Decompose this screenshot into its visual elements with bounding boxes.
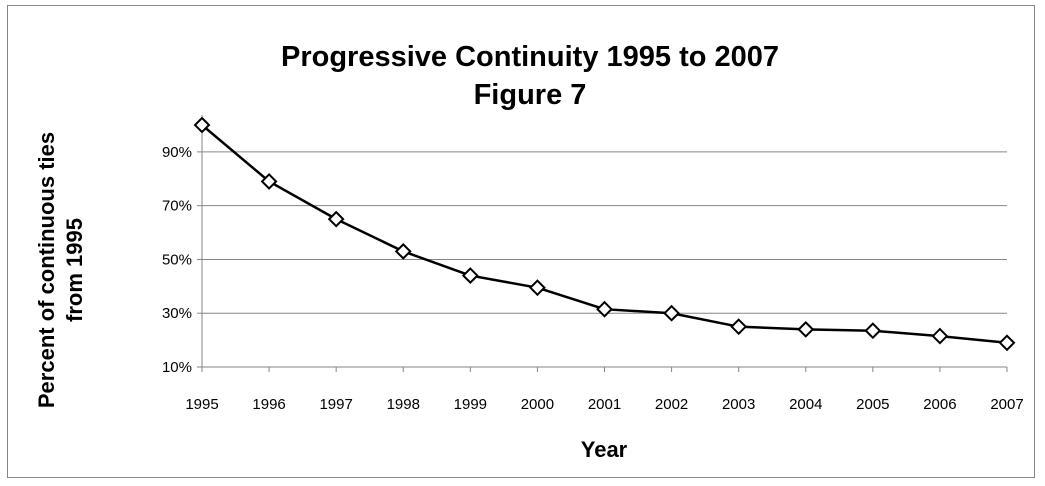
x-tick-label: 1998 (387, 396, 420, 413)
series-0 (193, 116, 1016, 352)
x-tick-label: 2000 (521, 396, 554, 413)
x-tick-label: 1996 (252, 396, 285, 413)
x-tick-label: 2005 (856, 396, 889, 413)
data-point-marker (797, 320, 815, 338)
y-axis-ticks: 10% 30% 50% 70% 90% (162, 144, 202, 376)
x-tick-label: 1995 (185, 396, 218, 413)
y-axis-title-line-1: Percent of continuous ties (34, 132, 59, 408)
x-tick-label: 1999 (454, 396, 487, 413)
x-tick-label: 2007 (990, 396, 1023, 413)
data-point-marker (663, 304, 680, 322)
data-point-marker (730, 318, 748, 336)
y-tick-label: 50% (162, 251, 192, 268)
x-tick-label: 2003 (722, 396, 755, 413)
x-tick-label: 2006 (923, 396, 956, 413)
data-point-marker (327, 210, 345, 228)
x-axis-ticks: 1995 1996 1997 1998 1999 2000 2001 2002 2003 2004… (185, 367, 1024, 413)
data-point-marker (529, 279, 546, 297)
x-tick-label: 2001 (588, 396, 621, 413)
data-point-marker (596, 300, 613, 318)
y-tick-label: 30% (162, 305, 192, 322)
data-point-marker (461, 267, 479, 284)
data-point-marker (193, 116, 211, 134)
data-point-marker (260, 173, 278, 190)
x-tick-label: 2004 (789, 396, 822, 413)
chart-frame (7, 5, 1035, 478)
y-axis-title: Percent of continuous ties from 1995 (34, 132, 87, 408)
gridlines (202, 151, 1007, 314)
x-tick-label: 1997 (319, 396, 352, 413)
data-point-marker (394, 242, 412, 260)
y-axis-title-line-2: from 1995 (62, 218, 87, 322)
chart-title-line-2: Figure 7 (474, 79, 587, 111)
chart-title-line-1: Progressive Continuity 1995 to 2007 (281, 41, 779, 73)
x-axis-title: Year (581, 437, 628, 462)
data-point-marker (864, 322, 882, 340)
data-point-marker (931, 327, 949, 345)
y-tick-label: 90% (162, 144, 192, 161)
y-tick-label: 10% (162, 359, 192, 376)
x-tick-label: 2002 (655, 396, 688, 413)
data-point-marker (998, 334, 1016, 352)
y-tick-label: 70% (162, 198, 192, 215)
